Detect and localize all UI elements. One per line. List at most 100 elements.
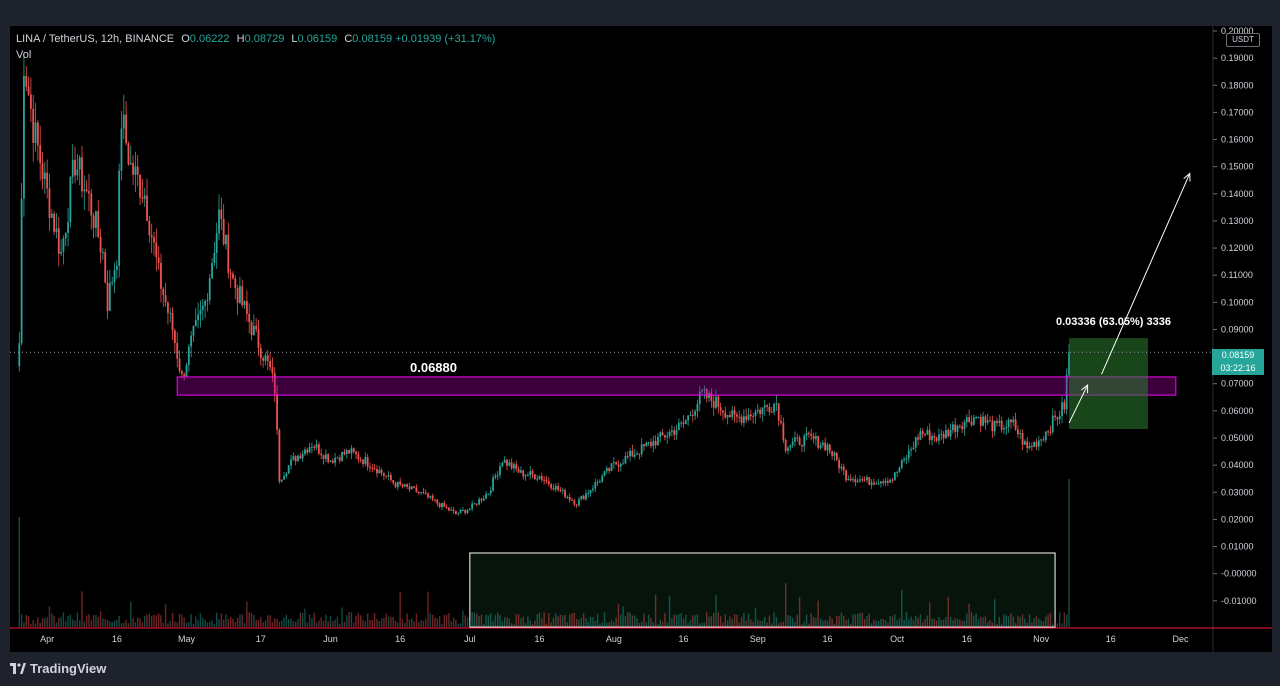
candle-body <box>141 197 144 199</box>
candle-body <box>963 422 966 430</box>
volume-bar <box>83 621 86 627</box>
volume-bar <box>845 619 847 627</box>
candle-body <box>801 445 803 447</box>
candle-body <box>227 234 230 273</box>
low-value: 0.06159 <box>297 33 338 45</box>
volume-bar <box>271 622 274 627</box>
volume-bar <box>192 623 195 627</box>
candle-body <box>396 481 399 488</box>
candle-body <box>617 464 620 467</box>
candle-body <box>424 492 427 494</box>
volume-bar <box>689 619 692 627</box>
symbol-title[interactable]: LINA / TetherUS, 12h, BINANCE <box>16 33 175 45</box>
volume-bar <box>206 622 209 627</box>
volume-bar <box>947 596 949 627</box>
volume-bar <box>387 616 390 627</box>
volume-bar <box>1054 620 1056 627</box>
candle-body <box>429 495 432 498</box>
candle-body <box>74 159 76 176</box>
volume-bar <box>404 622 406 627</box>
candle-body <box>689 414 692 416</box>
volume-bar <box>829 615 831 627</box>
candle-body <box>933 436 936 438</box>
volume-bar <box>1061 623 1063 627</box>
volume-bar <box>436 618 439 627</box>
candle-body <box>877 483 880 485</box>
chart-frame[interactable]: 0.20000 0.19000 0.18000 0.17000 0.16000 0.150… <box>10 26 1272 652</box>
current-price-value: 0.08159 <box>1221 350 1255 360</box>
candle-body <box>968 417 971 422</box>
volume-bar <box>694 615 696 627</box>
volume-bar <box>915 615 917 627</box>
candle-body <box>529 471 532 476</box>
candle-body <box>445 506 448 508</box>
currency-badge[interactable]: USDT <box>1226 33 1260 47</box>
candle-body <box>169 312 172 314</box>
range-measure-label[interactable]: 0.03336 (63.05%) 3336 <box>1056 316 1171 328</box>
candle-body <box>1007 419 1010 427</box>
candle-body <box>494 475 497 478</box>
volume-bar <box>766 622 768 627</box>
volume-bar <box>236 617 239 627</box>
time-tick-label: 16 <box>962 634 972 644</box>
volume-bar <box>973 615 975 627</box>
volume-bar <box>90 620 92 627</box>
candle-body <box>798 437 801 446</box>
volume-bar <box>924 618 926 627</box>
volume-bar <box>457 623 459 627</box>
volume-bar <box>99 611 102 627</box>
volume-bar <box>413 621 415 627</box>
volume-bar <box>956 618 959 627</box>
candle-body <box>403 484 406 487</box>
candle-body <box>510 462 513 469</box>
candle-body <box>220 209 223 219</box>
candle-body <box>443 502 446 507</box>
candle-body <box>122 114 125 129</box>
volume-bar <box>67 615 69 627</box>
candle-body <box>32 108 35 143</box>
volume-bar <box>636 618 638 627</box>
candle-body <box>111 281 114 284</box>
volume-label[interactable]: Vol <box>16 49 32 61</box>
volume-bar <box>778 623 780 627</box>
volume-bar <box>559 614 562 627</box>
candle-body <box>608 468 611 471</box>
volume-bar <box>543 612 545 627</box>
candle-body <box>222 218 225 245</box>
volume-bar <box>824 620 826 627</box>
volume-bar <box>685 614 687 627</box>
candle-body <box>60 251 62 254</box>
price-tick-label: 0.07000 <box>1221 379 1254 389</box>
candle-body <box>712 400 715 408</box>
candle-body <box>650 442 652 447</box>
candle-body <box>259 347 262 359</box>
candle-body <box>1047 431 1050 433</box>
volume-bar <box>557 616 559 627</box>
candle-body <box>859 479 861 481</box>
candle-body <box>926 430 929 435</box>
volume-bar <box>603 612 606 627</box>
candle-body <box>854 479 857 482</box>
chart-plot[interactable]: 0.20000 0.19000 0.18000 0.17000 0.16000 0.150… <box>10 26 1272 652</box>
candle-body <box>719 407 722 411</box>
candle-body <box>1005 426 1008 429</box>
candle-body <box>580 495 583 500</box>
volume-bar <box>524 623 527 627</box>
candle-body <box>150 235 153 238</box>
volume-bar <box>357 613 360 627</box>
candle-body <box>264 355 267 361</box>
candle-body <box>900 460 903 468</box>
candle-body <box>666 435 669 438</box>
candle-body <box>715 396 717 408</box>
candle-body <box>373 468 376 470</box>
candle-body <box>661 432 664 436</box>
close-value: 0.08159 <box>352 33 393 45</box>
price-tick-label: 0.12000 <box>1221 243 1254 253</box>
volume-bar <box>51 613 53 627</box>
candle-body <box>784 440 787 451</box>
volume-bar <box>724 614 726 627</box>
volume-bar <box>922 622 924 627</box>
tradingview-brand[interactable]: TradingView <box>10 661 106 676</box>
candle-body <box>578 499 580 506</box>
zone-price-label[interactable]: 0.06880 <box>410 360 457 375</box>
